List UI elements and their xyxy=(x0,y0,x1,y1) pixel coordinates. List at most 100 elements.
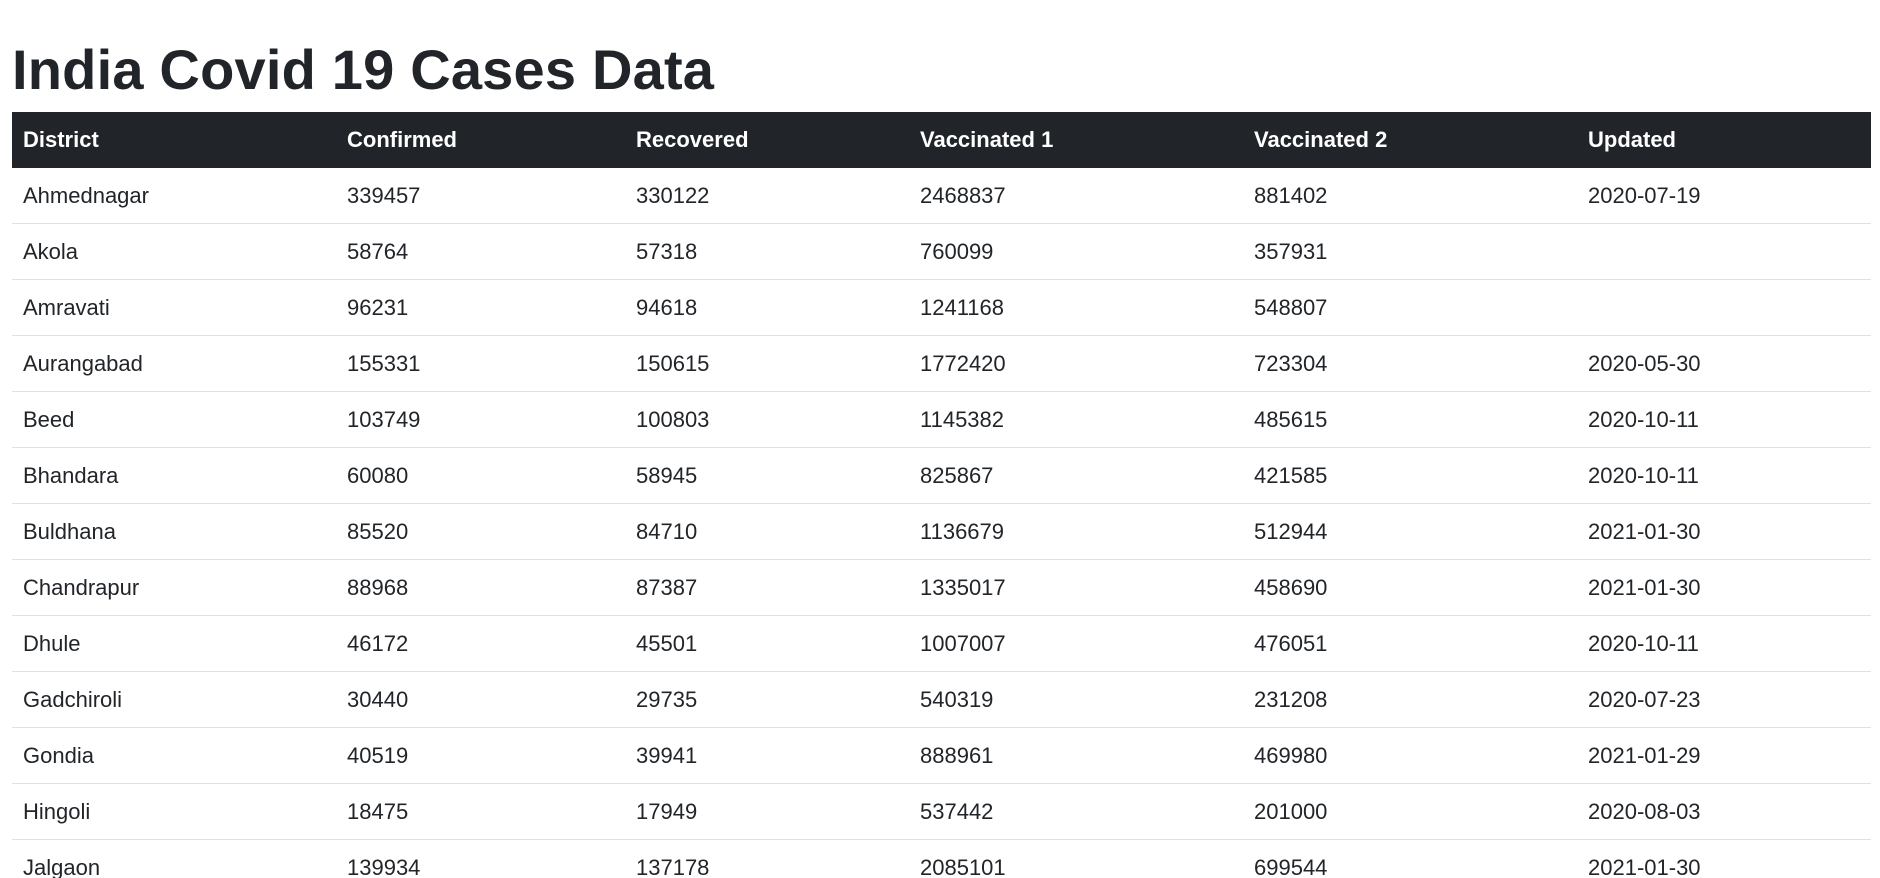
cell-updated: 2021-01-30 xyxy=(1577,503,1871,560)
cell-vaccinated-2: 881402 xyxy=(1243,168,1577,224)
cell-vaccinated-2: 699544 xyxy=(1243,839,1577,878)
cell-recovered: 29735 xyxy=(625,671,909,728)
cell-district: Chandrapur xyxy=(12,559,336,616)
table-row: Jalgaon 139934 137178 2085101 699544 202… xyxy=(12,839,1871,878)
cell-vaccinated-2: 201000 xyxy=(1243,783,1577,840)
cell-confirmed: 85520 xyxy=(336,503,625,560)
cell-district: Gadchiroli xyxy=(12,671,336,728)
column-header-recovered: Recovered xyxy=(636,127,749,152)
cell-confirmed: 60080 xyxy=(336,447,625,504)
cell-confirmed: 339457 xyxy=(336,168,625,224)
cell-confirmed: 30440 xyxy=(336,671,625,728)
cell-updated: 2020-10-11 xyxy=(1577,391,1871,448)
cell-updated: 2020-07-19 xyxy=(1577,168,1871,224)
table-row: Amravati 96231 94618 1241168 548807 xyxy=(12,279,1871,336)
table-row: Dhule 46172 45501 1007007 476051 2020-10… xyxy=(12,615,1871,672)
cell-vaccinated-1: 760099 xyxy=(909,223,1243,280)
cell-updated: 2021-01-30 xyxy=(1577,559,1871,616)
column-header-district: District xyxy=(23,127,99,152)
column-header-vaccinated-2: Vaccinated 2 xyxy=(1254,127,1388,152)
cell-confirmed: 88968 xyxy=(336,559,625,616)
page-title: India Covid 19 Cases Data xyxy=(12,38,715,101)
cell-vaccinated-1: 888961 xyxy=(909,727,1243,784)
cell-recovered: 137178 xyxy=(625,839,909,878)
cell-confirmed: 46172 xyxy=(336,615,625,672)
table-row: Akola 58764 57318 760099 357931 xyxy=(12,223,1871,280)
table-header: District Confirmed Recovered Vaccinated … xyxy=(12,112,1871,168)
cell-updated xyxy=(1577,223,1871,280)
table-row: Aurangabad 155331 150615 1772420 723304 … xyxy=(12,335,1871,392)
cell-vaccinated-1: 825867 xyxy=(909,447,1243,504)
cell-updated: 2020-10-11 xyxy=(1577,447,1871,504)
cell-district: Buldhana xyxy=(12,503,336,560)
table-row: Chandrapur 88968 87387 1335017 458690 20… xyxy=(12,559,1871,616)
cell-recovered: 84710 xyxy=(625,503,909,560)
cell-vaccinated-1: 1136679 xyxy=(909,503,1243,560)
cell-recovered: 330122 xyxy=(625,168,909,224)
cell-vaccinated-2: 357931 xyxy=(1243,223,1577,280)
cell-updated: 2020-10-11 xyxy=(1577,615,1871,672)
cell-recovered: 87387 xyxy=(625,559,909,616)
cell-vaccinated-2: 548807 xyxy=(1243,279,1577,336)
cell-vaccinated-2: 421585 xyxy=(1243,447,1577,504)
cell-recovered: 58945 xyxy=(625,447,909,504)
cell-district: Hingoli xyxy=(12,783,336,840)
cell-district: Beed xyxy=(12,391,336,448)
cell-vaccinated-1: 1772420 xyxy=(909,335,1243,392)
covid-data-table: District Confirmed Recovered Vaccinated … xyxy=(12,112,1871,878)
cell-vaccinated-1: 2468837 xyxy=(909,168,1243,224)
table-row: Bhandara 60080 58945 825867 421585 2020-… xyxy=(12,447,1871,504)
cell-district: Jalgaon xyxy=(12,839,336,878)
cell-vaccinated-2: 469980 xyxy=(1243,727,1577,784)
cell-vaccinated-2: 458690 xyxy=(1243,559,1577,616)
cell-district: Amravati xyxy=(12,279,336,336)
cell-vaccinated-1: 2085101 xyxy=(909,839,1243,878)
cell-recovered: 45501 xyxy=(625,615,909,672)
cell-confirmed: 103749 xyxy=(336,391,625,448)
cell-confirmed: 155331 xyxy=(336,335,625,392)
cell-vaccinated-2: 512944 xyxy=(1243,503,1577,560)
cell-district: Gondia xyxy=(12,727,336,784)
cell-district: Ahmednagar xyxy=(12,168,336,224)
cell-recovered: 57318 xyxy=(625,223,909,280)
cell-district: Dhule xyxy=(12,615,336,672)
cell-vaccinated-2: 231208 xyxy=(1243,671,1577,728)
cell-vaccinated-1: 1145382 xyxy=(909,391,1243,448)
cell-vaccinated-1: 1007007 xyxy=(909,615,1243,672)
cell-recovered: 150615 xyxy=(625,335,909,392)
cell-updated: 2021-01-29 xyxy=(1577,727,1871,784)
cell-updated: 2020-07-23 xyxy=(1577,671,1871,728)
cell-vaccinated-1: 537442 xyxy=(909,783,1243,840)
cell-vaccinated-2: 476051 xyxy=(1243,615,1577,672)
table-row: Ahmednagar 339457 330122 2468837 881402 … xyxy=(12,168,1871,224)
table-header-row: District Confirmed Recovered Vaccinated … xyxy=(12,112,1871,168)
cell-vaccinated-1: 1241168 xyxy=(909,279,1243,336)
cell-vaccinated-1: 1335017 xyxy=(909,559,1243,616)
cell-confirmed: 18475 xyxy=(336,783,625,840)
cell-district: Aurangabad xyxy=(12,335,336,392)
table-row: Gadchiroli 30440 29735 540319 231208 202… xyxy=(12,671,1871,728)
table-row: Beed 103749 100803 1145382 485615 2020-1… xyxy=(12,391,1871,448)
cell-vaccinated-2: 485615 xyxy=(1243,391,1577,448)
table-row: Buldhana 85520 84710 1136679 512944 2021… xyxy=(12,503,1871,560)
cell-updated: 2020-08-03 xyxy=(1577,783,1871,840)
cell-district: Akola xyxy=(12,223,336,280)
column-header-updated: Updated xyxy=(1588,127,1676,152)
cell-confirmed: 139934 xyxy=(336,839,625,878)
cell-updated: 2021-01-30 xyxy=(1577,839,1871,878)
cell-vaccinated-2: 723304 xyxy=(1243,335,1577,392)
cell-recovered: 39941 xyxy=(625,727,909,784)
cell-district: Bhandara xyxy=(12,447,336,504)
cell-recovered: 94618 xyxy=(625,279,909,336)
cell-recovered: 17949 xyxy=(625,783,909,840)
table-row: Hingoli 18475 17949 537442 201000 2020-0… xyxy=(12,783,1871,840)
cell-updated xyxy=(1577,279,1871,336)
table-body: Ahmednagar 339457 330122 2468837 881402 … xyxy=(12,168,1871,878)
cell-confirmed: 58764 xyxy=(336,223,625,280)
cell-updated: 2020-05-30 xyxy=(1577,335,1871,392)
table-row: Gondia 40519 39941 888961 469980 2021-01… xyxy=(12,727,1871,784)
cell-recovered: 100803 xyxy=(625,391,909,448)
cell-confirmed: 96231 xyxy=(336,279,625,336)
cell-confirmed: 40519 xyxy=(336,727,625,784)
